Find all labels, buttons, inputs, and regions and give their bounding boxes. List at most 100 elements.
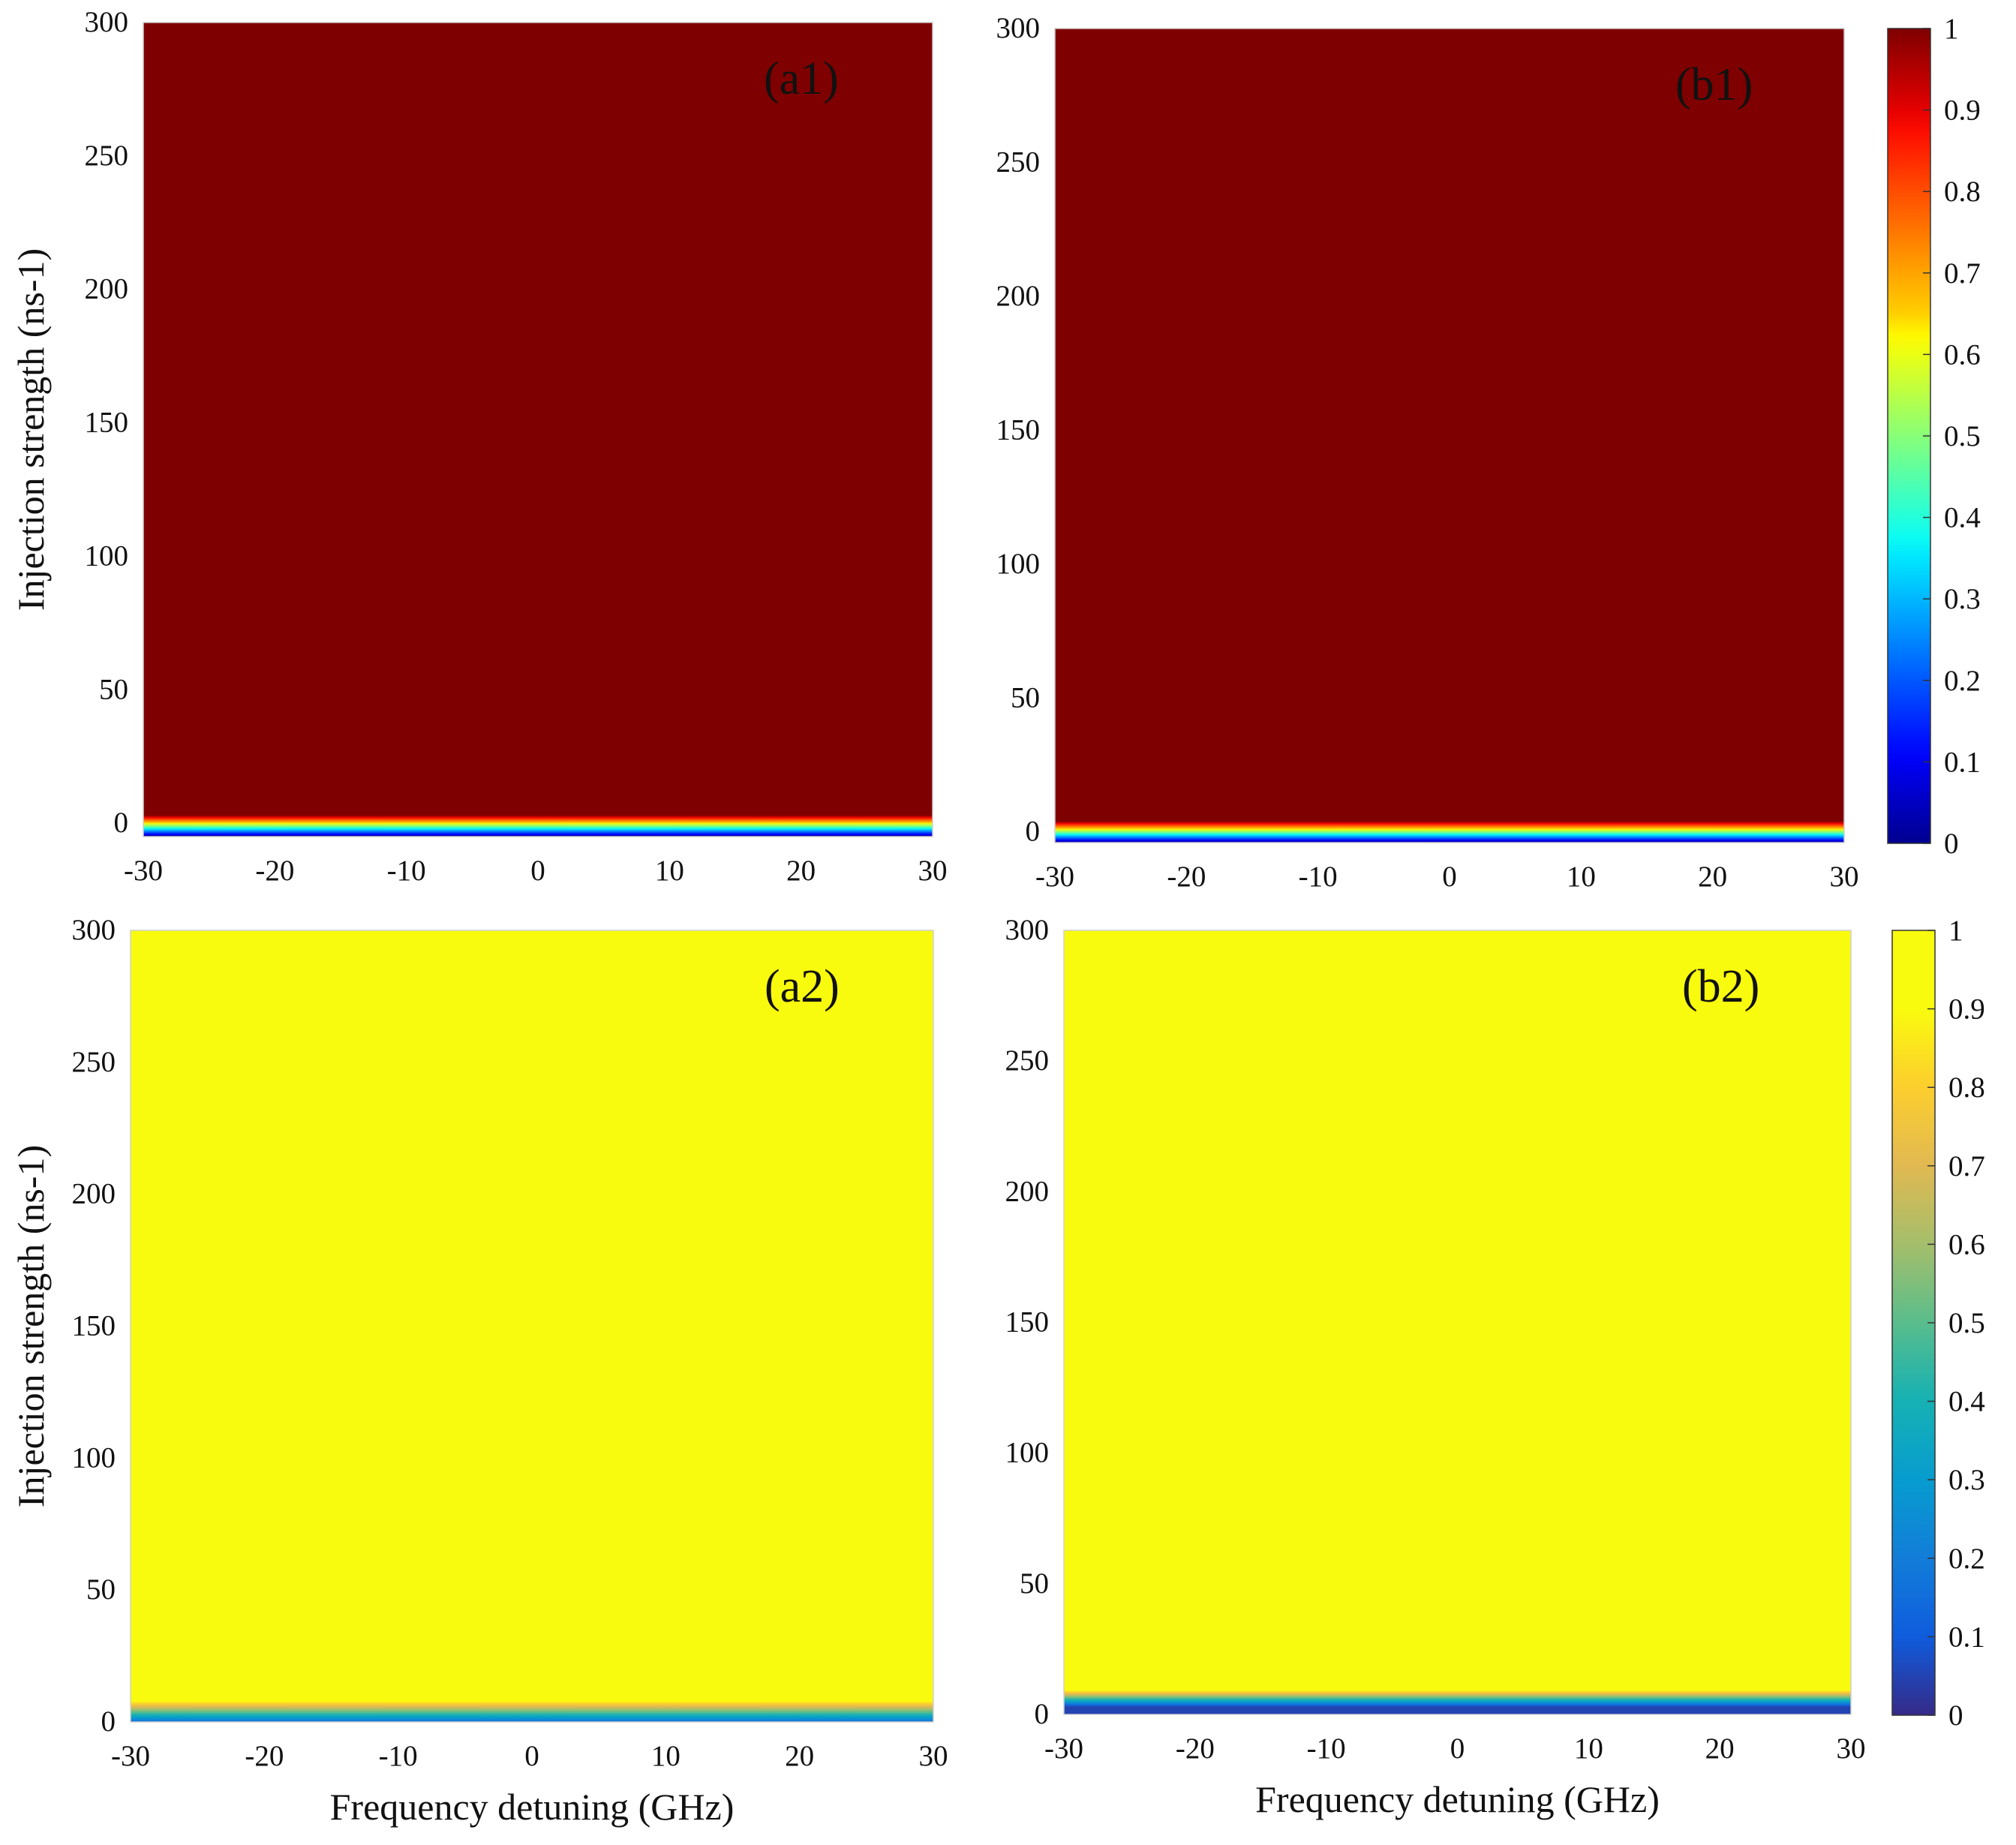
x-tick-label: 10 bbox=[651, 1740, 681, 1772]
colorbar-tick-label: 0.8 bbox=[1948, 1071, 1985, 1104]
y-tick-label: 100 bbox=[996, 548, 1041, 580]
y-tick-label: 50 bbox=[99, 673, 128, 705]
colorbar-tick-label: 0.4 bbox=[1948, 1386, 1985, 1418]
transition-band bbox=[1055, 821, 1844, 843]
colorbar-tick-label: 0.3 bbox=[1948, 1464, 1985, 1496]
x-tick-label: -30 bbox=[1044, 1732, 1083, 1765]
colorbar-tick-label: 0.1 bbox=[1948, 1621, 1985, 1653]
colorbar-tick-label: 0.4 bbox=[1944, 502, 1981, 534]
panel-frame bbox=[1063, 930, 1852, 1715]
y-tick-label: 100 bbox=[72, 1441, 116, 1474]
colorbar-tick-label: 0.9 bbox=[1944, 95, 1981, 127]
colorbar-tick-label: 0.2 bbox=[1948, 1543, 1985, 1575]
y-tick-label: 100 bbox=[85, 539, 129, 572]
colorbar-tick-label: 0.9 bbox=[1948, 993, 1985, 1026]
x-tick-label: 20 bbox=[1698, 861, 1727, 893]
colorbar-cb-top: 1 0.9 0.8 0.7 0.6 0.5 0.4 0.3 0.2 0.1 0 bbox=[1887, 13, 1981, 860]
transition-band bbox=[143, 815, 933, 837]
heatmap-field bbox=[131, 930, 933, 1722]
panel-b1: (b1) 300 250 200 150 100 50 0 -30 -20 -10 0 10 20 30 bbox=[996, 12, 1859, 893]
panel-label: (b1) bbox=[1675, 59, 1753, 110]
colorbar-tick-label: 0.5 bbox=[1948, 1307, 1985, 1339]
y-tick-label: 300 bbox=[996, 12, 1041, 44]
y-tick-label: 250 bbox=[996, 146, 1041, 178]
x-tick-label: 0 bbox=[524, 1740, 539, 1772]
x-tick-label: -30 bbox=[124, 855, 163, 887]
y-axis-label: Injection strength (ns-1) bbox=[10, 1145, 52, 1507]
y-tick-label: 0 bbox=[114, 807, 129, 839]
colorbar-tick-label: 0.3 bbox=[1944, 583, 1981, 615]
y-tick-label: 200 bbox=[996, 280, 1041, 312]
colorbar-tick-label: 0.7 bbox=[1948, 1150, 1985, 1182]
colorbar-tick-label: 0.2 bbox=[1944, 665, 1981, 697]
y-tick-label: 100 bbox=[1005, 1437, 1050, 1469]
x-axis-label: Frequency detuning (GHz) bbox=[330, 1786, 735, 1828]
x-tick-label: 30 bbox=[918, 855, 948, 887]
colorbar-tick-label: 1 bbox=[1948, 915, 1963, 947]
x-tick-label: -20 bbox=[255, 855, 294, 887]
y-axis-label: Injection strength (ns-1) bbox=[10, 248, 52, 611]
x-tick-label: 10 bbox=[1574, 1732, 1603, 1765]
panel-label: (b2) bbox=[1682, 961, 1759, 1012]
colorbar-cb-bottom: 1 0.9 0.8 0.7 0.6 0.5 0.4 0.3 0.2 0.1 0 bbox=[1891, 915, 1985, 1732]
panel-frame bbox=[1054, 28, 1845, 843]
x-tick-label: -20 bbox=[1176, 1732, 1215, 1765]
y-tick-label: 250 bbox=[1005, 1044, 1050, 1077]
y-tick-label: 300 bbox=[1005, 914, 1050, 946]
y-tick-label: 300 bbox=[72, 914, 116, 946]
x-tick-label: 30 bbox=[919, 1740, 948, 1772]
x-tick-label: -30 bbox=[1035, 861, 1074, 893]
y-tick-label: 50 bbox=[1020, 1567, 1049, 1600]
y-tick-label: 200 bbox=[72, 1178, 116, 1210]
y-tick-label: 250 bbox=[72, 1046, 116, 1078]
panel-frame bbox=[143, 22, 933, 837]
y-tick-label: 0 bbox=[1026, 816, 1041, 848]
x-tick-label: 20 bbox=[786, 855, 816, 887]
x-tick-label: -10 bbox=[379, 1740, 418, 1772]
x-tick-label: -30 bbox=[111, 1740, 150, 1772]
transition-band bbox=[131, 1698, 933, 1722]
y-tick-label: 0 bbox=[1035, 1698, 1050, 1730]
heatmap-field bbox=[1064, 930, 1851, 1714]
colorbar-tick-label: 0 bbox=[1948, 1699, 1963, 1732]
x-tick-label: 30 bbox=[1830, 861, 1859, 893]
y-tick-label: 300 bbox=[85, 6, 129, 38]
x-tick-label: 20 bbox=[785, 1740, 814, 1772]
colorbar-tick-label: 1 bbox=[1944, 13, 1959, 45]
y-tick-label: 250 bbox=[85, 140, 129, 172]
panel-label: (a2) bbox=[765, 961, 840, 1012]
y-tick-label: 150 bbox=[1005, 1306, 1050, 1339]
y-tick-label: 200 bbox=[85, 273, 129, 305]
x-tick-label: -10 bbox=[1307, 1732, 1346, 1765]
low-value-strip bbox=[1064, 1706, 1851, 1714]
x-tick-label: -10 bbox=[1299, 861, 1338, 893]
x-tick-label: 0 bbox=[1450, 1732, 1465, 1765]
transition-band bbox=[1064, 1688, 1851, 1707]
y-tick-label: 200 bbox=[1005, 1175, 1050, 1207]
y-tick-label: 50 bbox=[86, 1573, 116, 1606]
y-tick-label: 0 bbox=[101, 1705, 116, 1738]
y-tick-label: 150 bbox=[996, 413, 1041, 446]
x-tick-label: 10 bbox=[655, 855, 684, 887]
x-axis-label: Frequency detuning (GHz) bbox=[1255, 1778, 1660, 1820]
heatmap-field bbox=[1055, 29, 1844, 843]
x-tick-label: -20 bbox=[245, 1740, 284, 1772]
y-tick-label: 50 bbox=[1011, 681, 1040, 714]
x-tick-label: -20 bbox=[1167, 861, 1206, 893]
y-tick-label: 150 bbox=[85, 407, 129, 439]
colorbar-tick-label: 0.1 bbox=[1944, 746, 1981, 778]
x-tick-label: 0 bbox=[530, 855, 545, 887]
x-tick-label: 20 bbox=[1705, 1732, 1735, 1765]
x-tick-label: 0 bbox=[1442, 861, 1457, 893]
heatmap-field bbox=[143, 23, 933, 837]
panel-a1: (a1) 300 250 200 150 100 50 0 -30 -20 -10 0 10 20 30 In… bbox=[10, 6, 948, 887]
x-tick-label: 10 bbox=[1567, 861, 1596, 893]
colorbar-tick-label: 0.7 bbox=[1944, 257, 1981, 290]
colorbar-tick-label: 0.6 bbox=[1948, 1228, 1985, 1261]
colorbar-tick-label: 0.8 bbox=[1944, 176, 1981, 208]
y-tick-label: 150 bbox=[72, 1310, 116, 1342]
panel-frame bbox=[130, 930, 934, 1723]
